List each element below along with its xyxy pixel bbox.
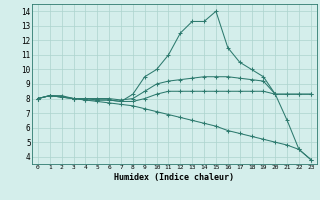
X-axis label: Humidex (Indice chaleur): Humidex (Indice chaleur)	[115, 173, 234, 182]
